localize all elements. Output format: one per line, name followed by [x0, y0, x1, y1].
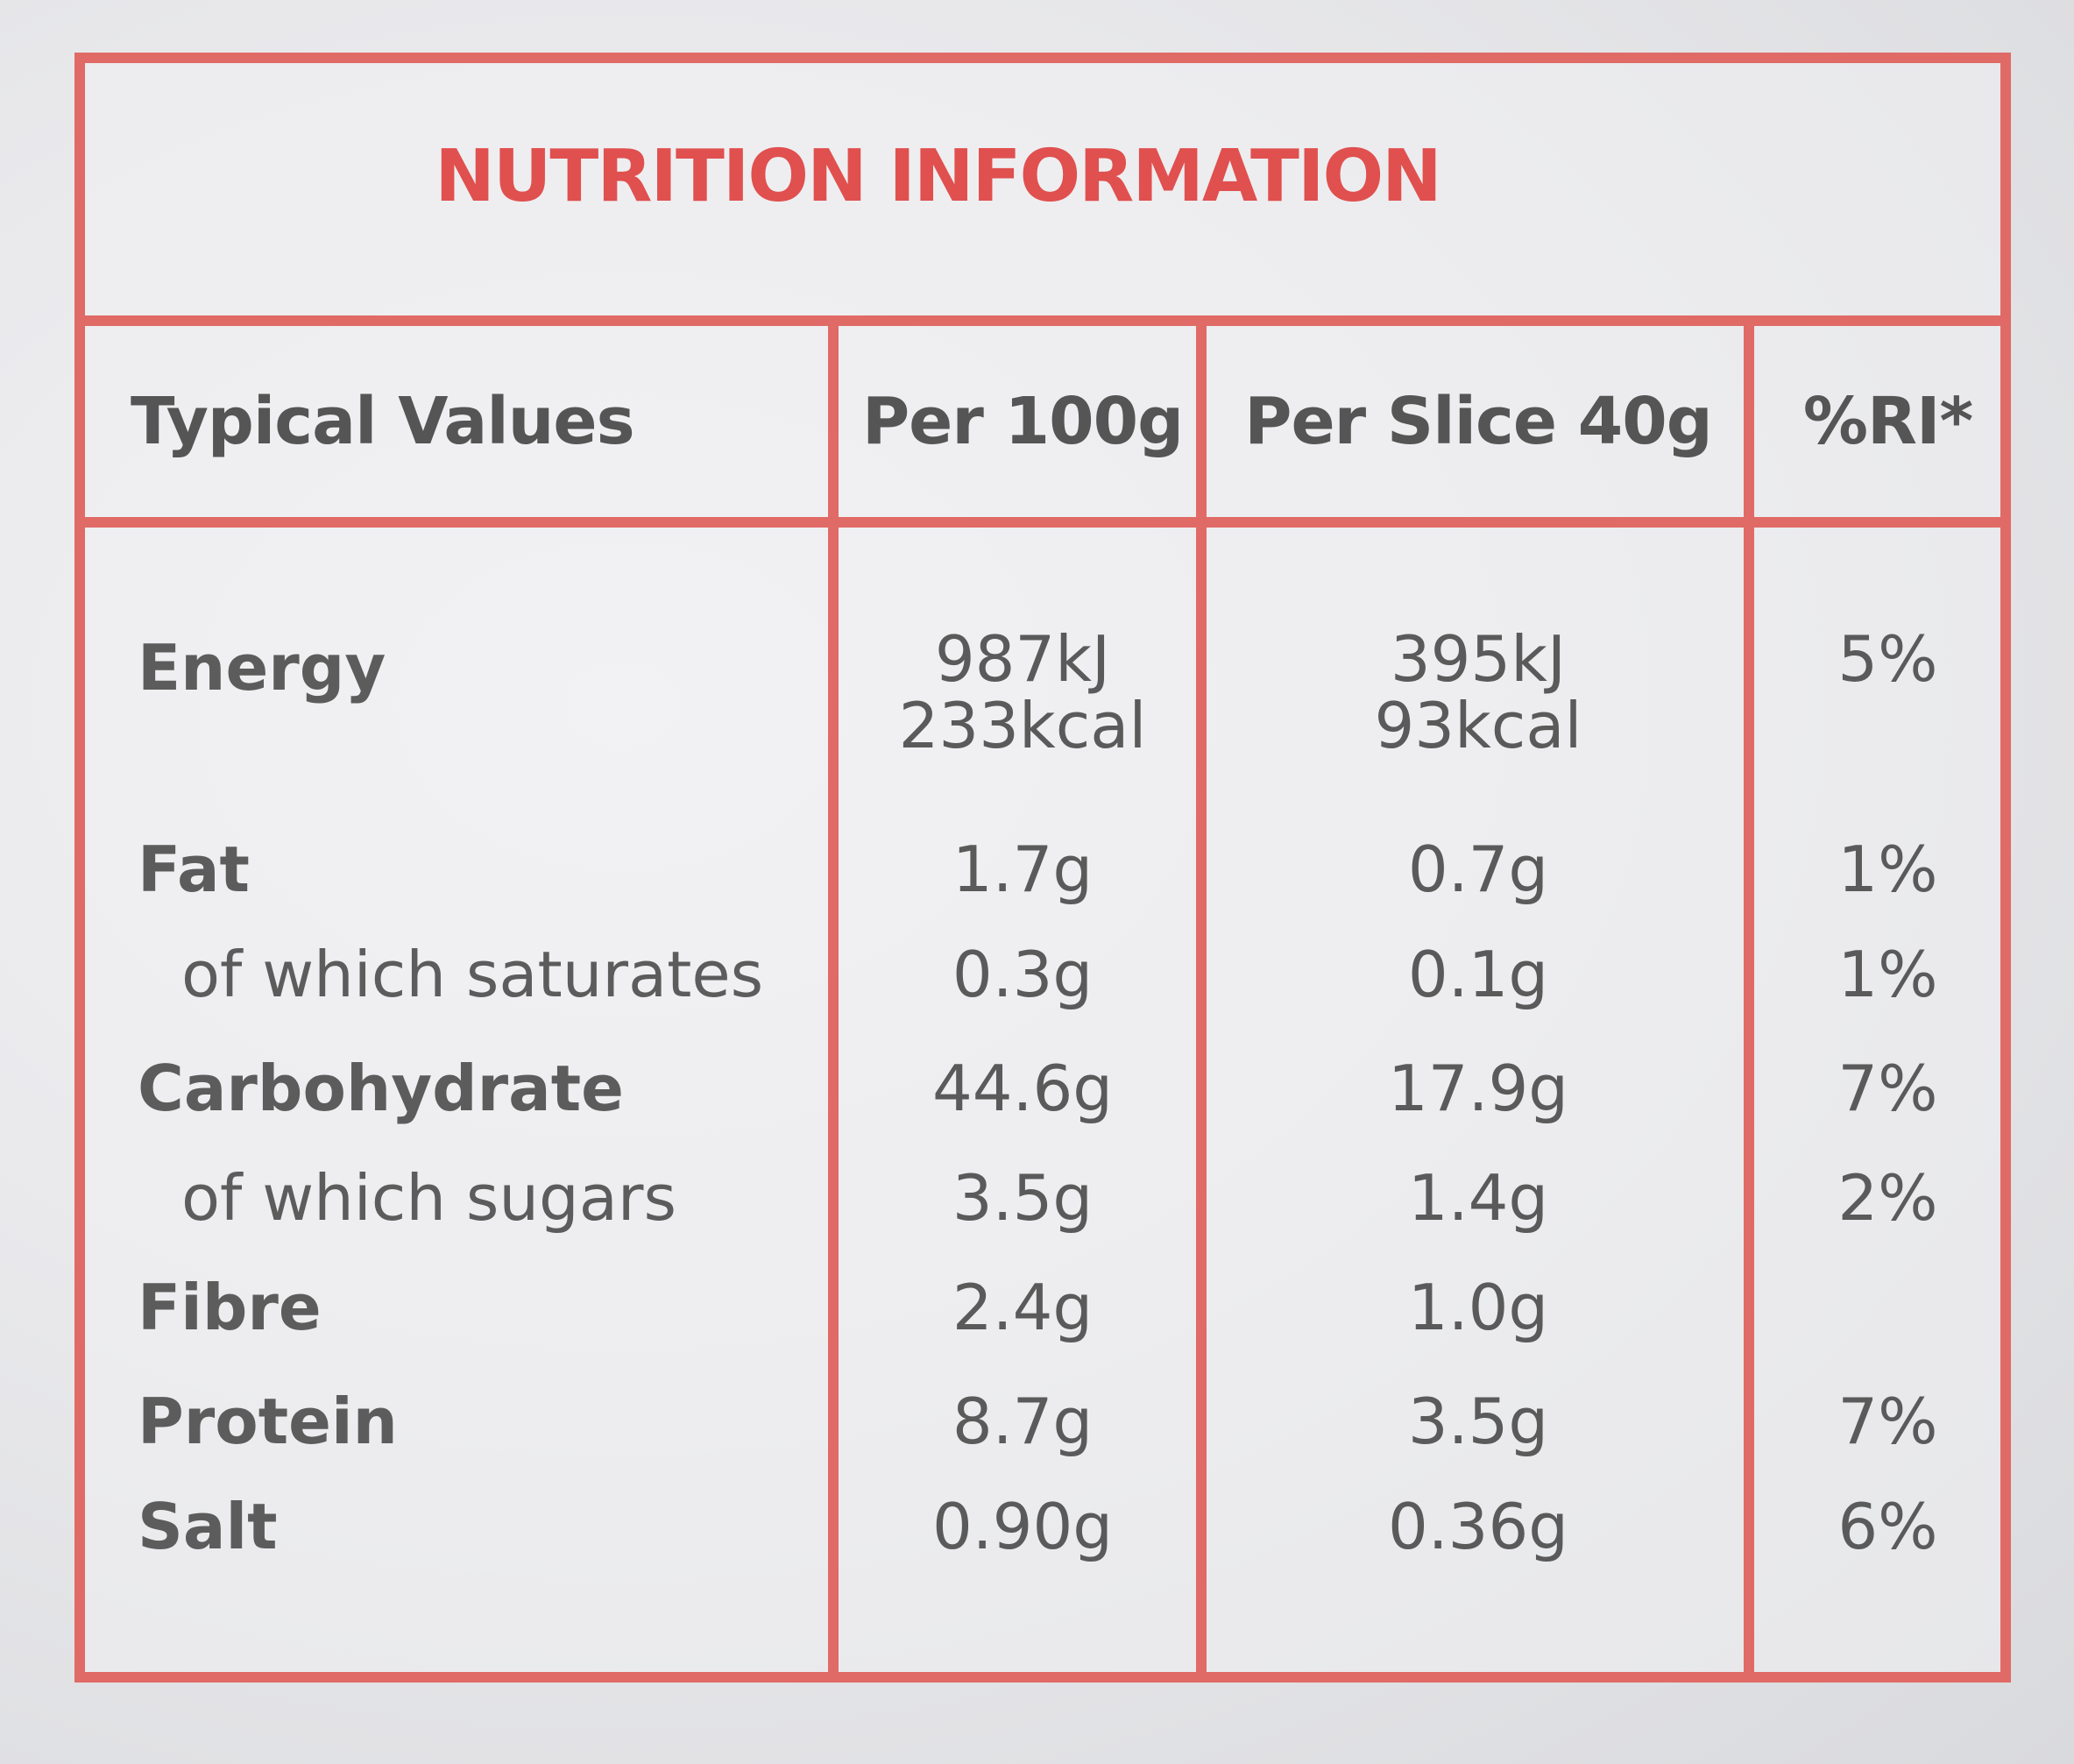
salt-per100: 0.90g: [931, 1490, 1113, 1563]
saturates-ri: 1%: [1837, 938, 1938, 1011]
protein-per100: 8.7g: [952, 1385, 1094, 1458]
fat-per100: 1.7g: [952, 832, 1094, 906]
saturates-per100: 0.3g: [952, 938, 1094, 1011]
header-row: Typical Values Per 100g Per Slice 40g %R…: [85, 326, 2000, 528]
row-label-salt: Salt: [138, 1490, 278, 1563]
carbohydrate-per100: 44.6g: [931, 1052, 1113, 1125]
column-divider: [1196, 326, 1207, 1672]
table-row: of which saturates 0.3g 0.1g 1%: [85, 939, 2000, 1018]
row-label-carbohydrate: Carbohydrate: [138, 1052, 625, 1125]
table-row: Energy 987kJ 233kcal 395kJ 93kcal 5%: [85, 624, 2000, 773]
fibre-perslice: 1.0g: [1407, 1271, 1549, 1344]
energy-per100-kcal: 233kcal: [898, 689, 1147, 762]
energy-per100-kj: 987kJ: [934, 622, 1111, 696]
sugars-perslice: 1.4g: [1407, 1161, 1549, 1235]
table-row: Carbohydrate 44.6g 17.9g 7%: [85, 1053, 2000, 1132]
saturates-perslice: 0.1g: [1407, 938, 1549, 1011]
column-divider: [1744, 326, 1754, 1672]
table-row: of which sugars 3.5g 1.4g 2%: [85, 1163, 2000, 1242]
nutrition-title: NUTRITION INFORMATION: [435, 134, 1442, 218]
fat-ri: 1%: [1837, 832, 1938, 906]
fibre-per100: 2.4g: [952, 1271, 1094, 1344]
header-per-100g: Per 100g: [861, 384, 1184, 459]
row-label-sugars: of which sugars: [181, 1161, 676, 1235]
carbohydrate-perslice: 17.9g: [1387, 1052, 1568, 1125]
fat-perslice: 0.7g: [1407, 832, 1549, 906]
header-ri: %RI*: [1802, 384, 1973, 459]
salt-perslice: 0.36g: [1387, 1490, 1568, 1563]
header-typical-values: Typical Values: [131, 384, 635, 459]
column-divider: [828, 326, 839, 1672]
table-row: Fat 1.7g 0.7g 1%: [85, 834, 2000, 913]
protein-ri: 7%: [1837, 1385, 1938, 1458]
table-row: Fibre 2.4g 1.0g: [85, 1272, 2000, 1351]
energy-perslice-kj: 395kJ: [1390, 622, 1567, 696]
table-row: Salt 0.90g 0.36g 6%: [85, 1491, 2000, 1570]
table-row: Protein 8.7g 3.5g 7%: [85, 1386, 2000, 1465]
row-label-fibre: Fibre: [138, 1271, 322, 1344]
row-label-fat: Fat: [138, 832, 250, 906]
header-per-slice: Per Slice 40g: [1244, 384, 1712, 459]
protein-perslice: 3.5g: [1407, 1385, 1549, 1458]
nutrition-panel: NUTRITION INFORMATION Typical Values Per…: [74, 53, 2011, 1683]
energy-perslice-kcal: 93kcal: [1374, 689, 1582, 762]
salt-ri: 6%: [1837, 1490, 1938, 1563]
title-bar: NUTRITION INFORMATION: [85, 63, 2000, 326]
row-label-energy: Energy: [138, 631, 386, 705]
row-label-saturates: of which saturates: [181, 938, 764, 1011]
row-label-protein: Protein: [138, 1385, 398, 1458]
sugars-per100: 3.5g: [952, 1161, 1094, 1235]
energy-ri: 5%: [1837, 622, 1938, 696]
sugars-ri: 2%: [1837, 1161, 1938, 1235]
carbohydrate-ri: 7%: [1837, 1052, 1938, 1125]
